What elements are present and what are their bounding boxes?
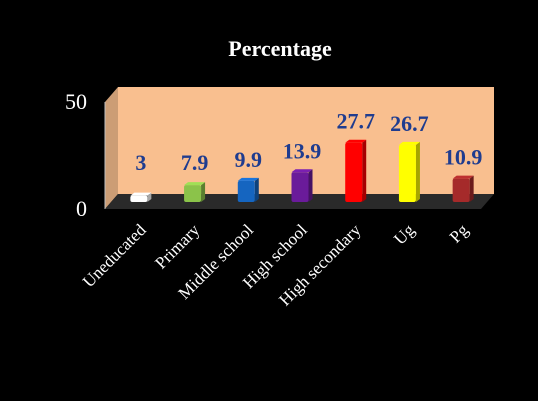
bar-side bbox=[362, 139, 367, 202]
bar-front bbox=[237, 180, 255, 202]
bar-front bbox=[130, 195, 148, 202]
bar bbox=[130, 192, 152, 202]
data-label: 9.9 bbox=[235, 147, 263, 172]
y-tick-label: 50 bbox=[65, 89, 87, 114]
bar-top bbox=[398, 141, 420, 145]
bar-front bbox=[184, 185, 202, 202]
bar-top bbox=[237, 177, 259, 181]
bar-top bbox=[345, 139, 367, 143]
bar bbox=[345, 139, 367, 202]
bar-top bbox=[291, 169, 313, 173]
bar-top bbox=[130, 192, 152, 196]
y-tick-label: 0 bbox=[76, 196, 87, 221]
chart-title: Percentage bbox=[228, 36, 332, 61]
bar-front bbox=[345, 142, 363, 202]
data-label: 26.7 bbox=[390, 111, 429, 136]
bar bbox=[452, 175, 474, 202]
bar bbox=[237, 177, 259, 202]
bar-side bbox=[415, 141, 420, 202]
bar-side bbox=[201, 182, 206, 202]
bar bbox=[291, 169, 313, 202]
bar-front bbox=[398, 144, 416, 202]
data-label: 10.9 bbox=[444, 145, 483, 170]
bar-top bbox=[184, 182, 206, 186]
bar bbox=[398, 141, 420, 202]
bar-side bbox=[308, 169, 313, 202]
data-label: 7.9 bbox=[181, 150, 209, 175]
bar bbox=[184, 182, 206, 202]
data-label: 13.9 bbox=[283, 138, 322, 163]
bar-front bbox=[452, 178, 470, 202]
plot-side-wall bbox=[105, 87, 118, 209]
bar-top bbox=[452, 175, 474, 179]
bar-side bbox=[469, 175, 474, 202]
data-label: 27.7 bbox=[336, 109, 375, 134]
data-label: 3 bbox=[135, 150, 146, 175]
bar-side bbox=[254, 177, 259, 202]
bar-side bbox=[147, 192, 152, 202]
bar-front bbox=[291, 172, 309, 202]
